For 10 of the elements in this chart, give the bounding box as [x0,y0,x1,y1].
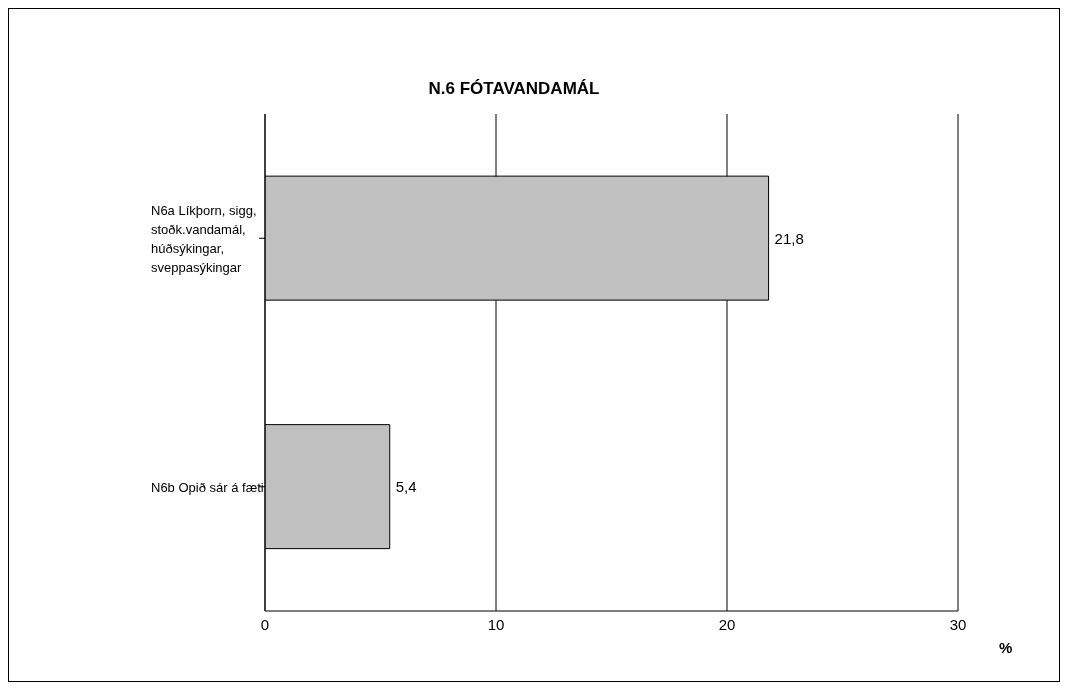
x-tick-label: 30 [949,615,967,633]
chart-title: N.6 FÓTAVANDAMÁL [427,79,601,99]
data-label: 5,4 [395,478,417,496]
y-tick-label: N6b Opið sár á fæti [151,479,264,495]
x-axis-title: % [999,639,1013,656]
x-tick-label: 0 [260,615,270,633]
x-tick-label: 20 [718,615,736,633]
data-label: 21,8 [774,229,804,247]
x-tick-label: 10 [487,615,505,633]
y-tick-label: N6a Líkþorn, sigg, stoðk.vandamál, húðsýkingar, sveppasýkingar [151,202,257,275]
